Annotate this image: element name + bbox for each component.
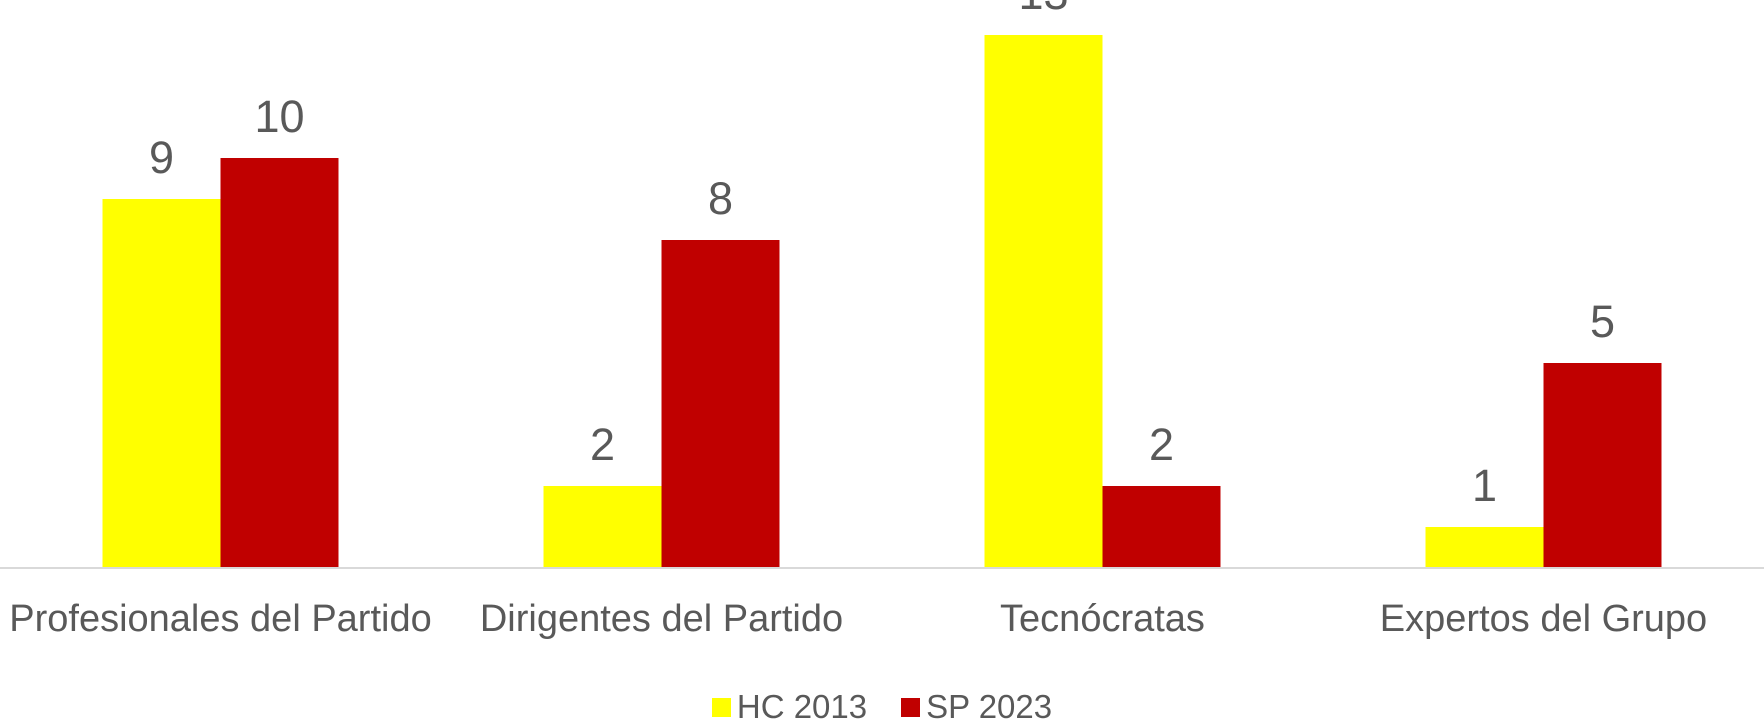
bar bbox=[1543, 363, 1662, 568]
legend: HC 2013 SP 2023 bbox=[0, 688, 1764, 722]
data-label: 1 bbox=[1472, 460, 1497, 511]
data-label: 10 bbox=[254, 91, 304, 142]
legend-swatch bbox=[901, 697, 921, 717]
x-tick-label: Profesionales del Partido bbox=[9, 598, 432, 640]
legend-label: SP 2023 bbox=[926, 688, 1053, 722]
data-label: 2 bbox=[590, 419, 615, 470]
legend-label: HC 2013 bbox=[736, 688, 868, 722]
x-tick-label: Tecnócratas bbox=[1000, 598, 1205, 640]
data-label: 5 bbox=[1590, 296, 1615, 347]
bar bbox=[1425, 527, 1544, 568]
legend-item: HC 2013 bbox=[711, 688, 868, 722]
bar bbox=[102, 199, 221, 568]
bar bbox=[984, 35, 1103, 568]
bar bbox=[1102, 486, 1221, 568]
data-label: 8 bbox=[708, 173, 733, 224]
bar bbox=[661, 240, 780, 568]
data-label: 13 bbox=[1018, 0, 1068, 19]
x-tick-label: Dirigentes del Partido bbox=[479, 598, 844, 640]
data-label: 9 bbox=[149, 132, 174, 183]
legend-item: SP 2023 bbox=[901, 688, 1052, 722]
x-tick-label: Expertos del Grupo bbox=[1379, 598, 1708, 640]
bar bbox=[220, 158, 339, 568]
bar bbox=[543, 486, 662, 568]
data-label: 2 bbox=[1149, 419, 1174, 470]
legend-swatch bbox=[711, 697, 731, 717]
